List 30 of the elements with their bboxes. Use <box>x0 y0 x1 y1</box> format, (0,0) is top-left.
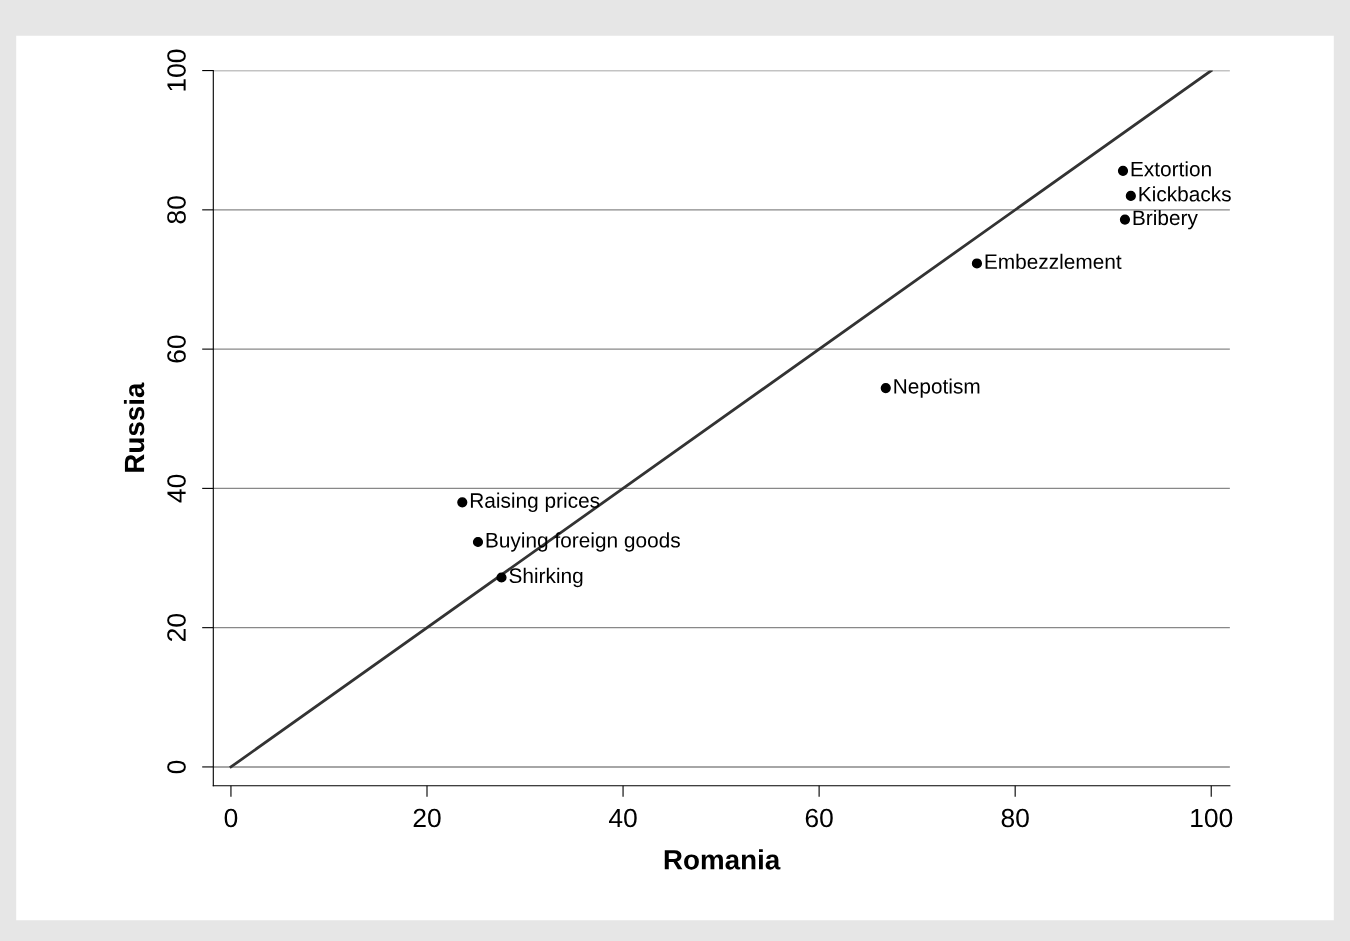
annotation: Nepotism <box>894 378 980 398</box>
point <box>880 383 891 394</box>
point <box>1117 165 1129 176</box>
point <box>496 572 507 583</box>
x-tick-label: 0 <box>224 808 238 828</box>
annotation: Kickbacks <box>1139 186 1231 202</box>
y-axis-title: Russia <box>123 382 145 472</box>
annotation: Raising prices <box>470 492 600 513</box>
x-tick-label: 80 <box>1001 808 1029 828</box>
x-axis-title: Romania <box>664 849 781 870</box>
x-tick-label: 100 <box>1191 808 1233 828</box>
y-tick-label: 100 <box>167 49 186 91</box>
x-tick-label: 40 <box>608 808 637 828</box>
point <box>1119 214 1131 225</box>
annotation: Embezzlement <box>985 253 1122 270</box>
point <box>457 497 468 508</box>
point <box>472 536 484 548</box>
y-tick-label: 20 <box>167 614 186 642</box>
y-tick-label: 0 <box>167 760 186 774</box>
annotation: Bribery <box>1133 209 1198 230</box>
point <box>971 258 983 269</box>
x-tick-label: 20 <box>413 808 441 828</box>
annotation: Shirking <box>509 567 583 588</box>
y-tick-label: 60 <box>167 335 186 363</box>
point <box>1125 190 1136 202</box>
annotation: Extortion <box>1131 161 1211 177</box>
y-tick-label: 80 <box>167 196 186 224</box>
y-tick-label: 40 <box>167 474 186 503</box>
annotation: Buying foreign goods <box>486 532 680 552</box>
x-tick-label: 60 <box>805 808 833 828</box>
